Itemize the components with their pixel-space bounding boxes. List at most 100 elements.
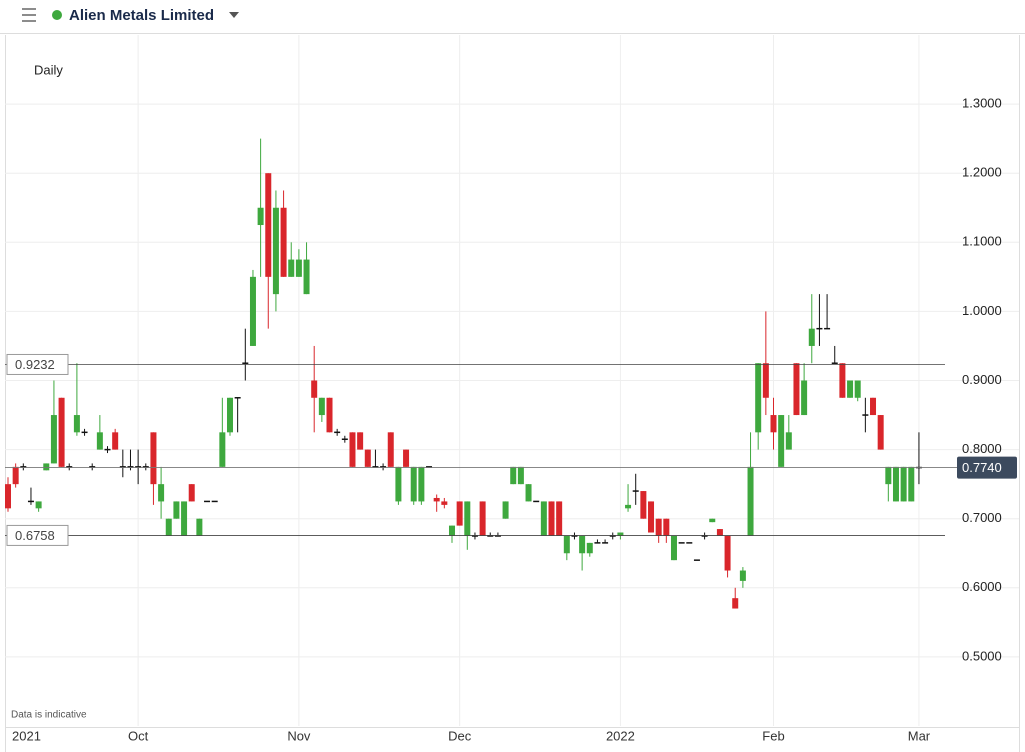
candle-body (226, 397, 233, 433)
dropdown-caret[interactable] (229, 12, 239, 18)
candle-body (548, 501, 555, 536)
candle-body (265, 173, 272, 277)
candle-body (387, 432, 394, 467)
disclaimer: Data is indicative (11, 710, 87, 721)
candle-body (556, 501, 563, 536)
candle-body (870, 397, 877, 416)
level-label: 0.9232 (15, 357, 55, 372)
candle-body (479, 501, 486, 536)
candle-body (219, 432, 226, 467)
candle-body (43, 463, 50, 471)
candle-body (403, 449, 410, 467)
candle-body (854, 380, 861, 398)
candle-body (709, 518, 716, 523)
candle-body (58, 397, 65, 467)
candle-body (770, 415, 777, 433)
level-label-box (6, 353, 69, 375)
candle-body (410, 466, 417, 502)
candle-body (663, 518, 670, 536)
candle-body (272, 207, 279, 295)
candle-body (257, 207, 264, 226)
candle-body (808, 328, 815, 346)
y-tick-label: 1.3000 (962, 96, 1002, 111)
candle-body (502, 501, 509, 519)
candle-body (295, 259, 302, 277)
candle-body (112, 432, 119, 450)
candle-body (73, 415, 80, 433)
last-price-label: 0.7740 (962, 460, 1002, 475)
x-tick-label: Oct (128, 728, 149, 743)
interval-label: Daily (34, 62, 63, 77)
y-tick-label: 0.7000 (962, 510, 1002, 525)
candle-body (96, 432, 103, 450)
candle-body (655, 518, 662, 536)
candle-body (778, 415, 785, 467)
candle-body (525, 484, 532, 502)
candle-body (249, 276, 256, 346)
candles (5, 138, 922, 609)
candle-body (12, 466, 19, 485)
x-tick-label: 2021 (12, 728, 41, 743)
y-tick-label: 1.2000 (962, 165, 1002, 180)
x-tick-label: Dec (448, 728, 472, 743)
candle-body (158, 484, 165, 502)
candle-body (280, 207, 287, 277)
candle-body (908, 466, 915, 502)
candle-body (586, 542, 593, 554)
candle-body (847, 380, 854, 398)
candle-body (747, 466, 754, 536)
candle-body (5, 484, 11, 509)
x-tick-label: Feb (762, 728, 784, 743)
candle-body (464, 501, 471, 536)
candle-body (395, 466, 402, 502)
candle-body (793, 363, 800, 416)
candle-body (35, 501, 42, 509)
candle-body (785, 432, 792, 450)
instrument-title[interactable]: Alien Metals Limited (69, 7, 214, 24)
candle-body (188, 484, 195, 502)
candle-body (150, 432, 157, 485)
candle-body (517, 466, 524, 485)
x-tick-label: Nov (287, 728, 311, 743)
candle-body (839, 363, 846, 398)
candle-body (892, 466, 899, 502)
status-dot (52, 10, 62, 20)
candle-body (640, 491, 647, 519)
candle-body (173, 501, 180, 519)
candle-body (670, 535, 677, 561)
candle-body (303, 259, 310, 295)
y-tick-label: 0.6000 (962, 579, 1002, 594)
candle-body (441, 501, 448, 505)
candle-body (165, 518, 172, 536)
level-label-box (6, 524, 69, 546)
candle-body (433, 497, 440, 502)
candle-body (540, 501, 547, 536)
candle-body (877, 415, 884, 450)
overlay: 0.9232 0.6758 0.7740 (5, 353, 1017, 546)
candle-body (196, 518, 203, 536)
candle-body (456, 501, 463, 526)
candle-body (288, 259, 295, 277)
candle-body (563, 535, 570, 554)
candle-body (418, 466, 425, 502)
candle-body (762, 363, 769, 398)
candle-body (885, 466, 892, 485)
last-price-box (957, 456, 1017, 479)
menu-icon[interactable] (22, 8, 36, 22)
candle-body (732, 598, 739, 609)
x-tick-label: 2022 (606, 728, 635, 743)
level-label: 0.6758 (15, 528, 55, 543)
candle-body (801, 380, 808, 416)
candle-body (50, 415, 57, 464)
candle-body (357, 432, 364, 450)
candle-body (617, 532, 624, 536)
y-tick-label: 0.8000 (962, 441, 1002, 456)
candle-body (900, 466, 907, 502)
y-tick-label: 1.0000 (962, 303, 1002, 318)
y-tick-label: 0.9000 (962, 372, 1002, 387)
candle-body (364, 449, 371, 467)
candle-body (181, 501, 188, 536)
